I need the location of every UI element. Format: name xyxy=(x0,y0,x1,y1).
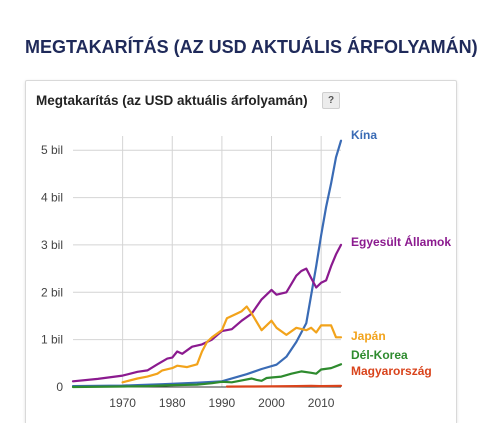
legend-label: Japán xyxy=(351,329,386,343)
y-tick-label: 4 bil xyxy=(41,191,63,205)
chart-card-title: Megtakarítás (az USD aktuális árfolyamán… xyxy=(36,93,308,108)
y-tick-label: 3 bil xyxy=(41,238,63,252)
series-line xyxy=(71,139,343,388)
legend-label: Kína xyxy=(351,128,377,142)
series-line xyxy=(71,243,343,383)
x-tick-label: 2000 xyxy=(258,396,285,410)
series-line xyxy=(121,305,343,384)
y-tick-label: 1 bil xyxy=(41,333,63,347)
y-tick-label: 2 bil xyxy=(41,285,63,299)
x-tick-label: 1990 xyxy=(209,396,236,410)
x-tick-label: 2010 xyxy=(308,396,335,410)
x-tick-label: 1980 xyxy=(159,396,186,410)
legend-label: Egyesült Államok xyxy=(351,234,451,249)
series-line xyxy=(71,363,343,389)
y-tick-label: 5 bil xyxy=(41,143,63,157)
chart-card: Megtakarítás (az USD aktuális árfolyamán… xyxy=(25,80,457,423)
legend-label: Dél-Korea xyxy=(351,348,408,362)
line-chart: 0 1 bil 2 bil 3 bil 4 bil 5 bil 1970 1980 1990 20… xyxy=(41,128,451,410)
help-button[interactable]: ? xyxy=(322,92,340,109)
page-title: MEGTAKARÍTÁS (AZ USD AKTUÁLIS ÁRFOLYAMÁN… xyxy=(25,37,478,57)
x-tick-label: 1970 xyxy=(109,396,136,410)
legend-label: Magyarország xyxy=(351,364,432,378)
series-line xyxy=(225,384,343,388)
y-tick-label: 0 xyxy=(56,380,63,394)
